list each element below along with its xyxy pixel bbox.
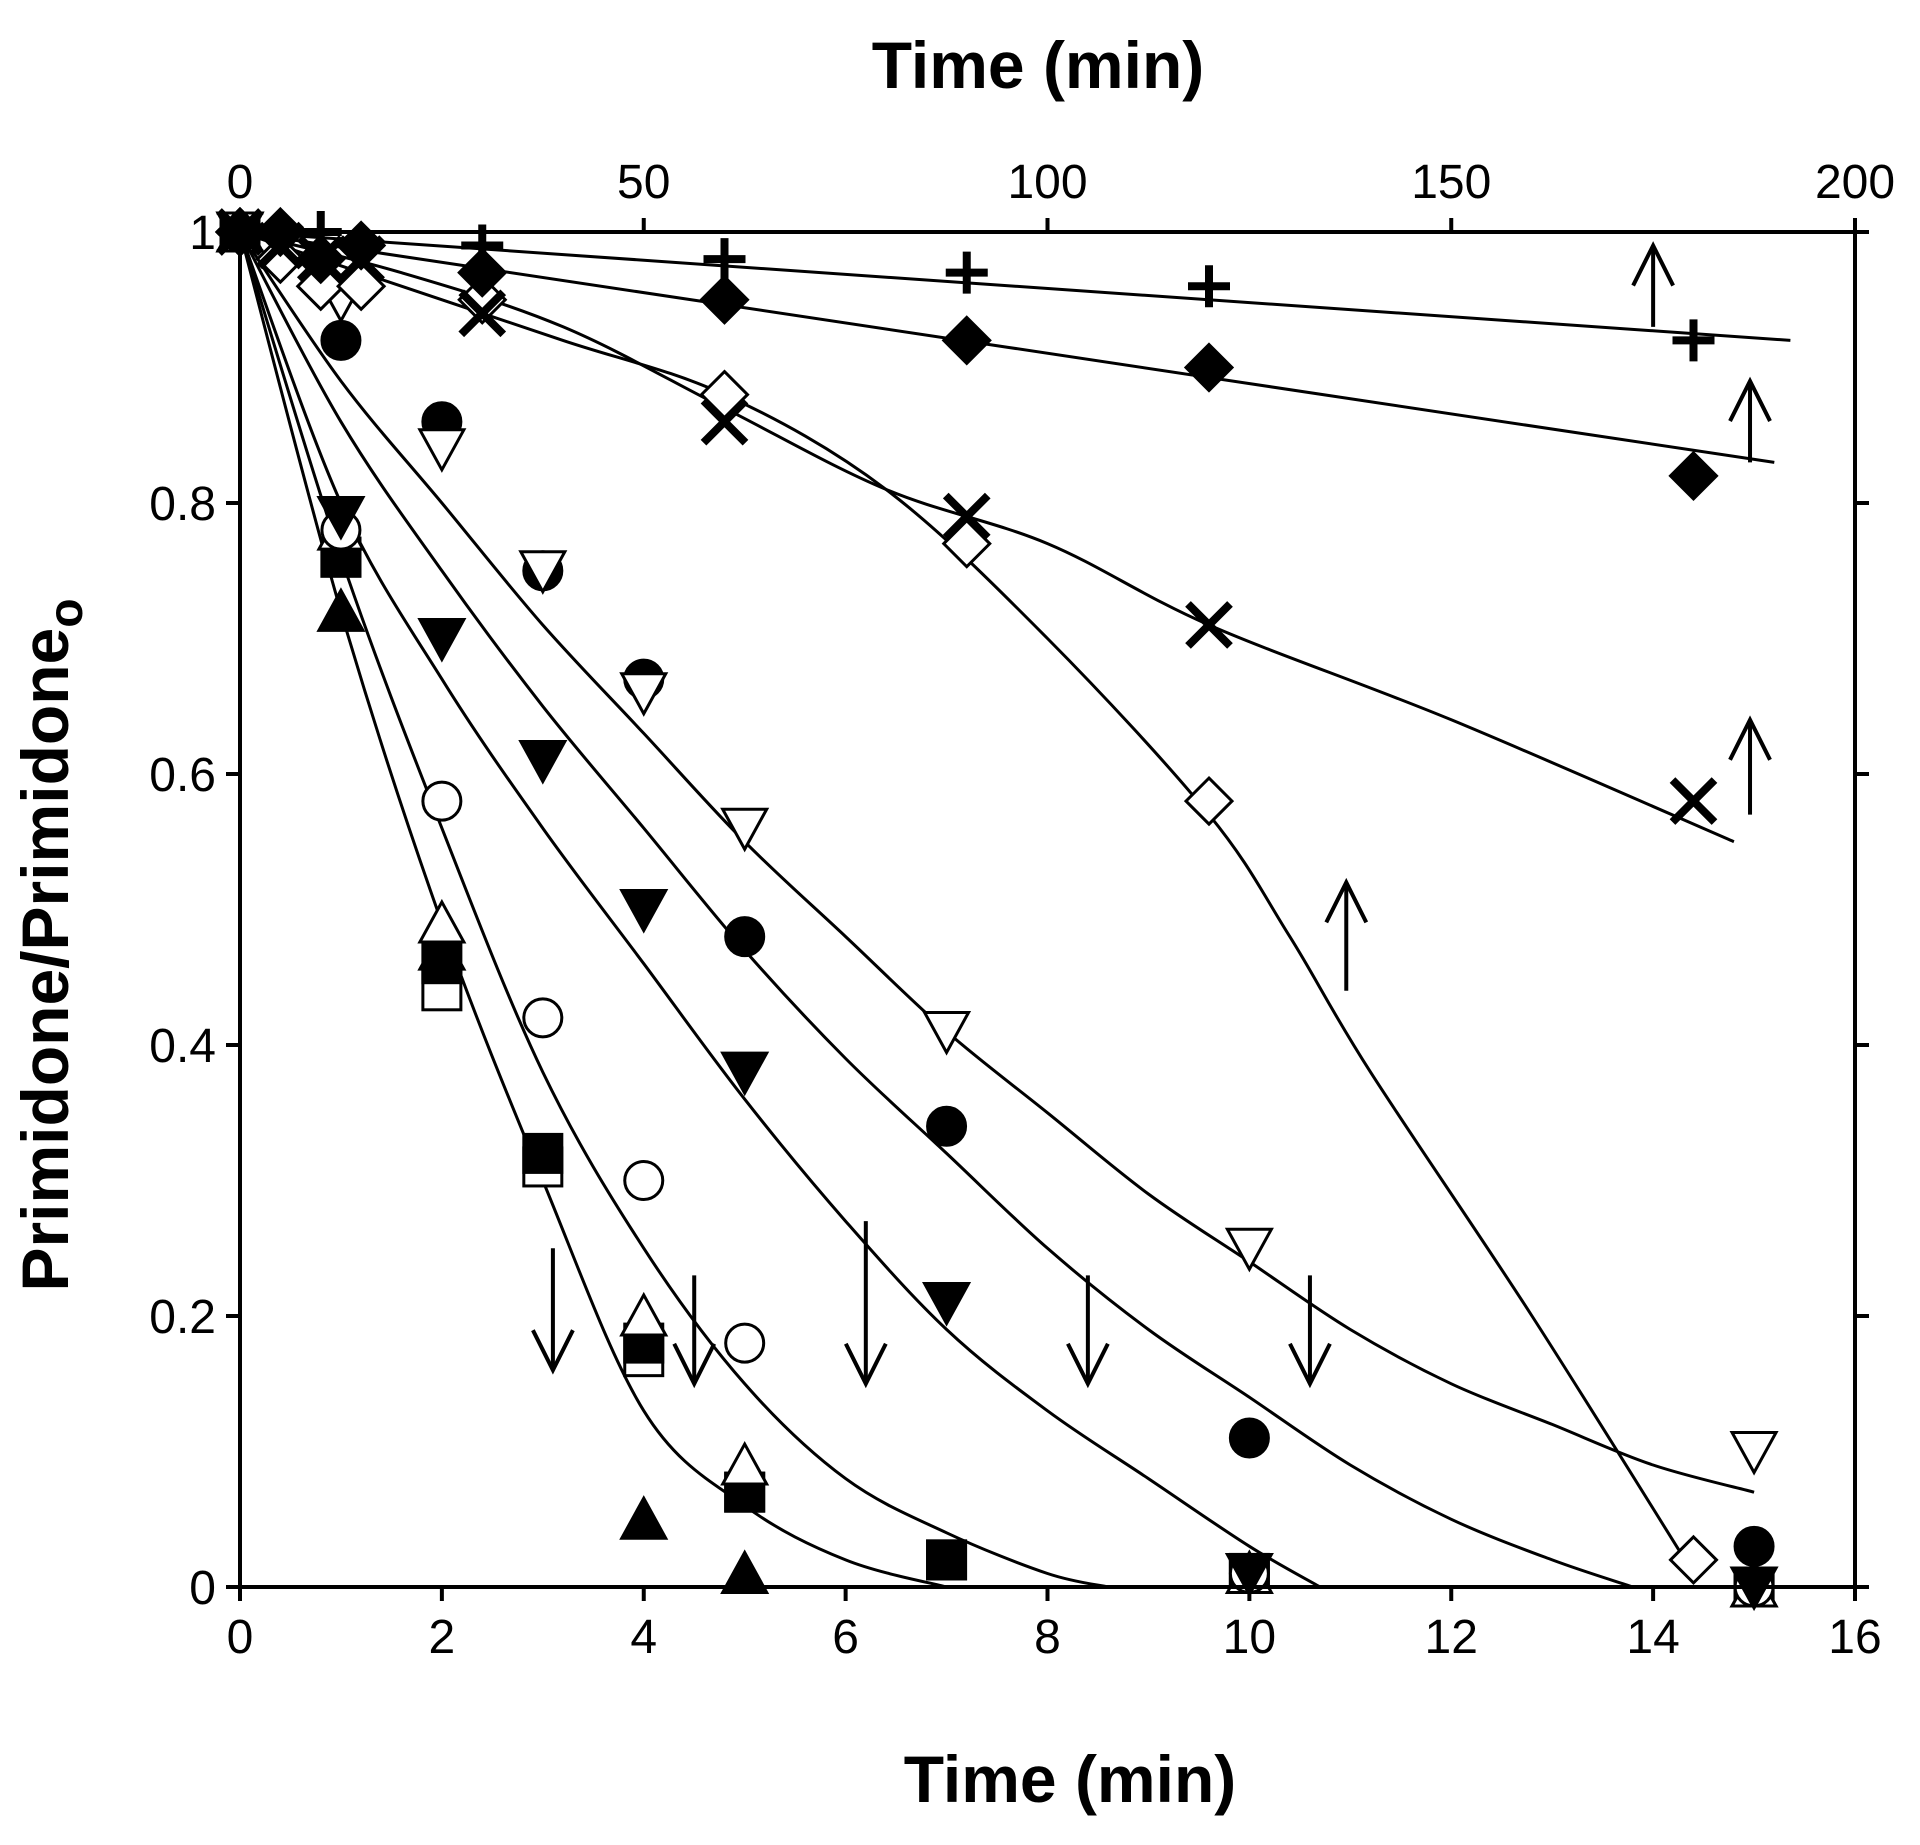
y-tick-label: 0.2: [149, 1291, 216, 1344]
data-point-circle-filled-7: [928, 1107, 966, 1145]
x-tick-label: 4: [630, 1611, 657, 1664]
y-tick-label: 0: [189, 1562, 216, 1615]
data-point-square-filled-3: [423, 945, 461, 983]
x-tick-label: 2: [429, 1611, 456, 1664]
y-tick-label: 1: [189, 207, 216, 260]
data-point-square-filled-7: [928, 1541, 966, 1579]
data-point-circle-open-4: [524, 999, 562, 1037]
y-axis-title: Primidone/Primidoneo: [8, 598, 93, 1291]
data-point-square-filled-4: [524, 1134, 562, 1172]
x2-tick-label: 150: [1411, 156, 1491, 209]
chart-container: 0 2 4 6 8 10 12 14 16 0 50 100 150 200 0 0.2 0.4 0.6 0.8 1 …: [0, 0, 1920, 1840]
y-tick-label: 0.8: [149, 478, 216, 531]
x-tick-label: 16: [1828, 1611, 1881, 1664]
x2-tick-label: 200: [1815, 156, 1895, 209]
data-point-circle-open-3: [423, 782, 461, 820]
data-point-circle-open-6: [726, 1324, 764, 1362]
x2-tick-label: 50: [617, 156, 670, 209]
kinetics-chart: 0 2 4 6 8 10 12 14 160 50 100 150 20000.20.40.60.81 …: [0, 0, 1920, 1840]
x-tick-label: 8: [1034, 1611, 1061, 1664]
x-axis-title-top: Time (min): [872, 28, 1204, 102]
y-axis-title-subscript: o: [40, 598, 93, 627]
x-tick-label: 10: [1223, 1611, 1276, 1664]
x-axis-title-bottom: Time (min): [904, 1742, 1236, 1816]
x-tick-label: 6: [832, 1611, 859, 1664]
x-tick-label: 12: [1425, 1611, 1478, 1664]
x-tick-label: 0: [227, 1611, 254, 1664]
data-point-circle-filled-6: [726, 918, 764, 956]
x-tick-label: 14: [1626, 1611, 1679, 1664]
data-point-circle-filled-8: [1230, 1419, 1268, 1457]
data-point-circle-open-5: [625, 1162, 663, 1200]
x2-tick-label: 100: [1007, 156, 1087, 209]
y-tick-label: 0.6: [149, 749, 216, 802]
x2-tick-label: 0: [227, 156, 254, 209]
y-tick-label: 0.4: [149, 1020, 216, 1073]
data-point-circle-filled-9: [1735, 1527, 1773, 1565]
y-axis-title-main: Primidone/Primidone: [8, 628, 82, 1292]
data-point-circle-filled-2: [322, 321, 360, 359]
